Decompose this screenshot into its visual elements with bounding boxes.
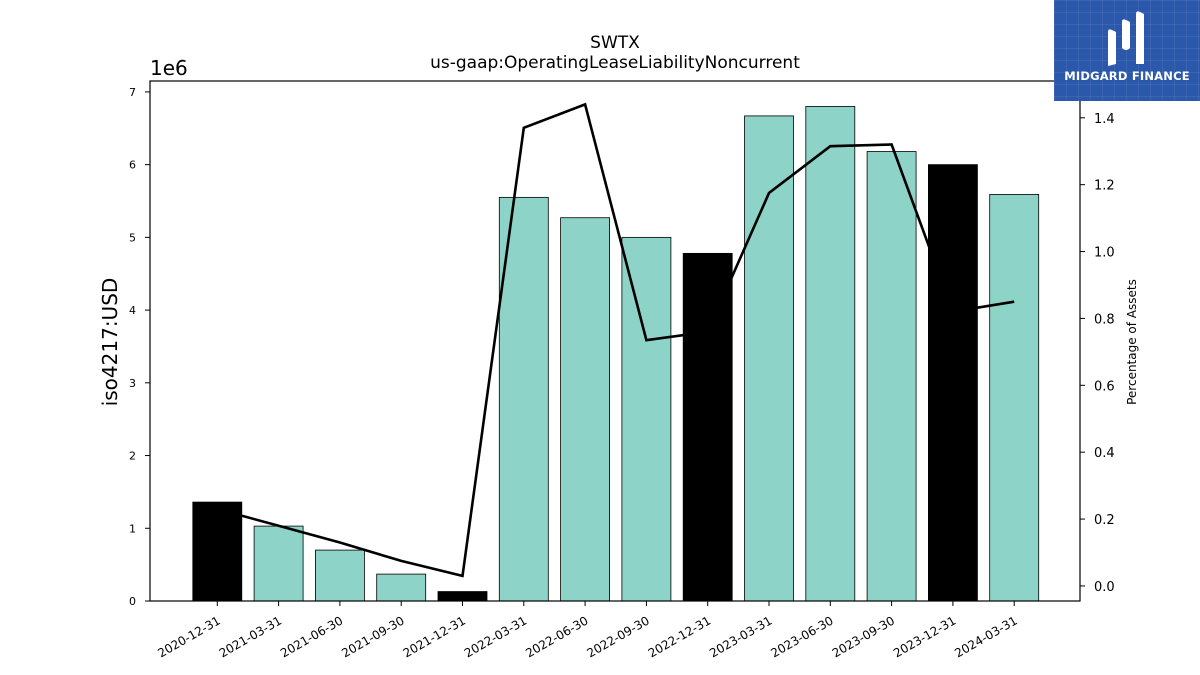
y-tick-label: 6	[129, 159, 136, 172]
y2-tick-label: 0.0	[1094, 580, 1115, 595]
y-tick-label: 4	[129, 304, 136, 317]
bar-2022-03-31	[498, 196, 549, 602]
y-tick-label: 0	[129, 595, 136, 608]
x-tick-label: 2023-03-31	[707, 613, 774, 660]
percentage-of-assets-line	[216, 102, 1015, 578]
bar-2022-09-30	[621, 236, 672, 602]
y2-tick-label: 0.2	[1094, 513, 1115, 528]
bar-2022-12-31	[682, 252, 733, 602]
y-tick-label: 1	[129, 522, 136, 535]
x-tick-label: 2023-06-30	[768, 613, 835, 660]
logo-text: MIDGARD FINANCE	[1064, 69, 1190, 83]
x-tick-label: 2021-03-31	[217, 613, 284, 660]
y2-tick-label: 1.2	[1094, 179, 1115, 194]
bar-2023-09-30	[866, 151, 917, 602]
chart-subtitle: us-gaap:OperatingLeaseLiabilityNoncurren…	[430, 53, 800, 73]
bar-2023-12-31	[928, 164, 978, 602]
plot-frame	[149, 80, 1081, 602]
bar-2021-12-31	[437, 591, 488, 602]
bar-2024-03-31	[989, 194, 1040, 602]
x-tick-label: 2021-06-30	[278, 613, 345, 660]
brand-logo: MIDGARD FINANCE	[1054, 0, 1200, 101]
x-tick-label: 2022-09-30	[584, 613, 651, 660]
y2-tick-label: 0.8	[1094, 312, 1115, 327]
y2-tick-label: 0.6	[1094, 379, 1115, 394]
x-tick-label: 2021-09-30	[339, 613, 406, 660]
logo-grid-pattern	[1054, 0, 1200, 101]
y-tick-label: 5	[129, 231, 136, 244]
bar-2020-12-31	[192, 501, 243, 602]
x-tick-label: 2022-06-30	[523, 613, 590, 660]
y2-tick-label: 1.4	[1094, 112, 1115, 127]
y-tick-label: 2	[129, 450, 136, 463]
chart-title: SWTX	[590, 33, 640, 53]
y-offset-label: 1e6	[150, 56, 188, 80]
x-tick-label: 2021-12-31	[401, 613, 468, 660]
x-tick-label: 2022-03-31	[462, 613, 529, 660]
bar-2021-06-30	[314, 549, 365, 602]
x-tick-label: 2023-12-31	[891, 613, 958, 660]
y-tick-label: 3	[129, 377, 136, 390]
y2-tick-label: 1.0	[1094, 246, 1115, 261]
logo-mark-icon	[1108, 11, 1144, 66]
y-axis-label: iso4217:USD	[98, 278, 122, 407]
bar-2021-09-30	[376, 573, 427, 602]
bar-2023-03-31	[744, 115, 794, 602]
x-tick-label: 2024-03-31	[952, 613, 1019, 660]
line-layer	[216, 102, 1015, 578]
y2-axis-label: Percentage of Assets	[1125, 279, 1139, 405]
bar-2022-06-30	[560, 217, 610, 602]
bar-group	[192, 106, 1040, 602]
x-tick-label: 2020-12-31	[155, 613, 222, 660]
bar-2021-03-31	[253, 525, 304, 602]
bar-2023-06-30	[805, 106, 856, 602]
x-tick-label: 2022-12-31	[646, 613, 713, 660]
y-tick-label: 7	[129, 86, 136, 99]
y2-tick-label: 0.4	[1094, 446, 1115, 461]
x-tick-label: 2023-09-30	[830, 613, 897, 660]
